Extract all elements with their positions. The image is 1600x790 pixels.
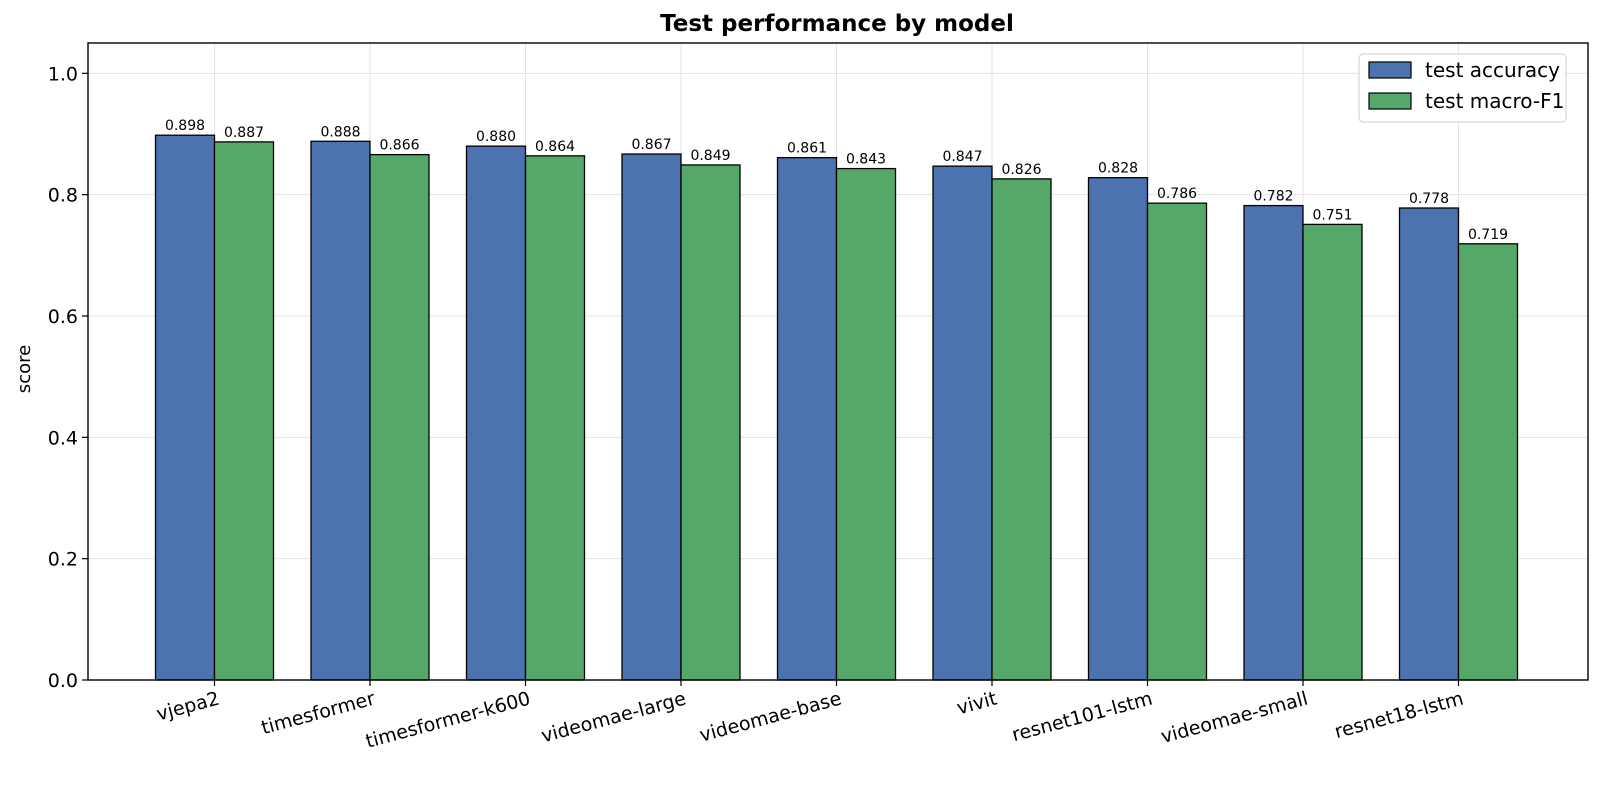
- bar-value-label: 0.861: [787, 141, 827, 157]
- y-tick-label: 0.0: [48, 670, 78, 692]
- x-tick-label: resnet101-lstm: [1010, 688, 1155, 747]
- bar-test-macro-f1: [835, 167, 897, 681]
- bar-test-macro-f1: [680, 164, 741, 681]
- bar-test-accuracy: [465, 145, 527, 681]
- x-tick-label: vivit: [954, 688, 999, 720]
- x-tick-label: vjepa2: [154, 688, 222, 726]
- y-tick-label: 0.4: [48, 427, 78, 449]
- bar-value-label: 0.867: [631, 137, 671, 153]
- bar-test-accuracy: [154, 134, 216, 681]
- legend: test accuracy test macro-F1: [1358, 53, 1567, 123]
- bar-value-label: 0.843: [846, 152, 886, 168]
- legend-swatch: [1368, 92, 1412, 110]
- x-tick-label: timesformer-k600: [363, 688, 532, 753]
- y-tick-label: 1.0: [48, 63, 78, 85]
- bar-test-macro-f1: [991, 178, 1052, 681]
- bar-test-macro-f1: [369, 153, 430, 681]
- x-tick-label: videomae-large: [539, 688, 688, 748]
- bar-value-label: 0.880: [476, 129, 516, 145]
- bar-test-accuracy: [1398, 207, 1460, 681]
- y-axis-label: score: [14, 345, 35, 393]
- legend-label: test macro-F1: [1425, 89, 1564, 113]
- bar-value-label: 0.828: [1098, 161, 1138, 177]
- x-tick-label: resnet18-lstm: [1332, 688, 1466, 744]
- chart-title: Test performance by model: [660, 11, 1014, 37]
- bar-test-macro-f1: [1146, 202, 1208, 681]
- bar-value-label: 0.826: [1001, 162, 1041, 178]
- data-labels: 0.898 0.888 0.880 0.867 0.861 0.847 0.828 0.782…: [165, 118, 1508, 243]
- bar-value-label: 0.719: [1468, 227, 1508, 243]
- bar-test-accuracy: [776, 157, 838, 681]
- bars: [154, 134, 1519, 681]
- bar-value-label: 0.786: [1157, 186, 1197, 202]
- bar-test-macro-f1: [213, 141, 275, 681]
- y-tick-label: 0.2: [48, 549, 78, 571]
- bar-value-label: 0.888: [320, 124, 360, 140]
- plot-area-frame: [87, 42, 1589, 681]
- bar-value-label: 0.866: [379, 138, 419, 154]
- bar-test-accuracy: [932, 165, 993, 681]
- x-tick-label: videomae-base: [697, 688, 844, 747]
- bar-test-accuracy: [621, 153, 682, 681]
- bar-value-label: 0.782: [1253, 189, 1293, 205]
- bar-test-macro-f1: [1457, 243, 1519, 681]
- bar-value-label: 0.898: [165, 118, 205, 134]
- x-tick-label: timesformer: [259, 688, 378, 739]
- bar-test-accuracy: [1087, 177, 1149, 681]
- bar-value-label: 0.849: [690, 148, 730, 164]
- y-tick-label: 0.6: [48, 306, 78, 328]
- bar-test-macro-f1: [524, 155, 586, 681]
- bar-value-label: 0.864: [535, 139, 575, 155]
- legend-label: test accuracy: [1425, 58, 1560, 82]
- bar-value-label: 0.887: [224, 125, 264, 141]
- bar-test-macro-f1: [1302, 223, 1363, 681]
- y-tick-label: 0.8: [48, 185, 78, 207]
- x-tick-label: videomae-small: [1159, 688, 1311, 748]
- bar-value-label: 0.751: [1312, 207, 1352, 223]
- bar-value-label: 0.847: [942, 149, 982, 165]
- legend-swatch: [1368, 61, 1412, 79]
- bar-value-label: 0.778: [1409, 191, 1449, 207]
- bar-test-accuracy: [1243, 204, 1304, 681]
- bar-test-accuracy: [310, 140, 371, 681]
